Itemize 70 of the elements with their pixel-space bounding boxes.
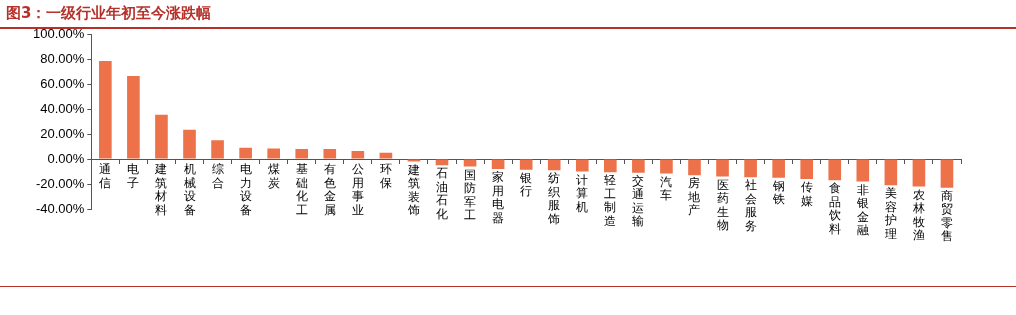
bar bbox=[660, 159, 673, 174]
bar bbox=[407, 159, 421, 162]
bar bbox=[604, 159, 617, 173]
bar bbox=[491, 159, 505, 169]
x-tick-label: 基础化工 bbox=[294, 162, 308, 217]
x-tick-label: 综合 bbox=[211, 162, 224, 190]
x-tick-label: 非银金融 bbox=[855, 182, 869, 238]
x-tick-label: 轻工制造 bbox=[604, 173, 617, 228]
bar bbox=[800, 159, 814, 179]
x-tick-label: 钢铁 bbox=[771, 178, 785, 207]
x-tick-label: 国防军工 bbox=[464, 167, 477, 223]
x-tick-label: 电子 bbox=[127, 162, 140, 190]
bar bbox=[99, 60, 112, 159]
bar bbox=[940, 159, 954, 188]
bar bbox=[744, 159, 757, 178]
x-tick-label: 房地产 bbox=[687, 176, 701, 218]
x-tick-label: 医药生物 bbox=[716, 177, 729, 233]
y-tick-label: 100.00% bbox=[32, 25, 85, 41]
bar bbox=[547, 159, 561, 171]
y-tick-label: 60.00% bbox=[40, 75, 85, 91]
bar bbox=[463, 159, 477, 167]
x-tick-label: 建筑装饰 bbox=[406, 162, 420, 218]
bar bbox=[239, 147, 252, 159]
y-tick-label: 40.00% bbox=[40, 100, 85, 116]
x-tick-label: 机械设备 bbox=[183, 162, 196, 217]
x-tick-label: 计算机 bbox=[576, 172, 589, 214]
bar bbox=[127, 75, 140, 159]
x-tick-label: 传媒 bbox=[800, 180, 813, 208]
y-tick-label: 0.00% bbox=[47, 150, 85, 166]
bar bbox=[183, 129, 196, 159]
chart-title: 图3：一级行业年初至今涨跌幅 bbox=[6, 4, 212, 23]
x-tick-label: 农林牧渔 bbox=[911, 187, 925, 243]
bar bbox=[267, 148, 280, 159]
bar bbox=[519, 159, 533, 170]
bar bbox=[323, 149, 337, 159]
x-tick-label: 有色金属 bbox=[323, 162, 336, 217]
x-tick-label: 交通运输 bbox=[632, 173, 645, 229]
bar bbox=[155, 114, 168, 159]
bar bbox=[211, 140, 224, 159]
bar bbox=[912, 159, 926, 187]
bar bbox=[884, 159, 898, 186]
bar bbox=[716, 159, 729, 177]
bar bbox=[828, 159, 842, 181]
x-tick-label: 环保 bbox=[379, 162, 392, 190]
bar bbox=[632, 159, 645, 173]
y-tick-label: 80.00% bbox=[40, 50, 85, 66]
bar bbox=[379, 152, 393, 159]
bar bbox=[295, 149, 309, 159]
x-tick-label: 美容护理 bbox=[883, 186, 897, 241]
bar bbox=[351, 150, 365, 159]
x-tick-label: 纺织服饰 bbox=[547, 171, 561, 226]
bar bbox=[856, 159, 870, 182]
bar bbox=[575, 159, 589, 172]
x-tick-label: 汽车 bbox=[660, 174, 673, 202]
x-tick-label: 建筑材料 bbox=[154, 162, 168, 217]
x-tick-label: 社会服务 bbox=[744, 178, 757, 233]
x-tick-label: 通信 bbox=[99, 162, 112, 190]
y-tick-label: 20.00% bbox=[40, 125, 85, 141]
x-tick-label: 商贸零售 bbox=[940, 188, 953, 244]
x-tick-label: 银行 bbox=[519, 170, 533, 199]
bar bbox=[772, 159, 785, 178]
x-tick-label: 电力设备 bbox=[239, 162, 252, 217]
x-tick-label: 石油石化 bbox=[436, 166, 448, 221]
bar bbox=[688, 159, 701, 176]
y-tick-label: -20.00% bbox=[35, 175, 85, 191]
x-tick-label: 煤炭 bbox=[267, 162, 280, 190]
x-tick-label: 公用事业 bbox=[351, 162, 364, 217]
x-tick-label: 食品饮料 bbox=[827, 181, 841, 236]
x-tick-label: 家用电器 bbox=[492, 170, 505, 225]
y-tick-label: -40.00% bbox=[35, 200, 85, 216]
